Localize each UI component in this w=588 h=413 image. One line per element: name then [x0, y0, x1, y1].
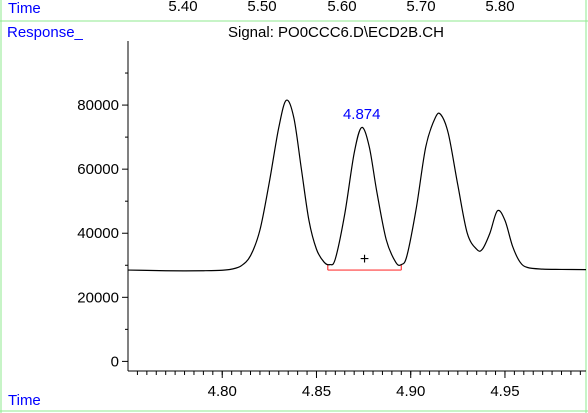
peak-annotation-label: 4.874	[343, 106, 381, 123]
top-tick-label: 5.70	[406, 0, 435, 15]
top-tick-labels: 5.40 5.50 5.60 5.70 5.80	[168, 0, 514, 15]
y-tick-label: 60000	[77, 161, 119, 178]
top-time-label: Time	[8, 0, 41, 17]
x-axis-minor-ticks	[136, 371, 581, 375]
y-tick-label: 20000	[77, 289, 119, 306]
integration-baseline-group: +	[327, 251, 402, 271]
y-tick-label: 40000	[77, 225, 119, 242]
x-axis-title: Time	[8, 392, 41, 409]
x-tick-label: 4.80	[208, 383, 237, 400]
peak-center-marker: +	[360, 251, 369, 268]
y-tick-label: 80000	[77, 97, 119, 114]
x-tick-label: 4.90	[396, 383, 425, 400]
top-tick-label: 5.60	[327, 0, 356, 15]
top-tick-label: 5.40	[168, 0, 197, 15]
x-tick-label: 4.95	[490, 383, 519, 400]
y-axis-ticks: 0 20000 40000 60000 80000	[77, 72, 128, 370]
top-tick-label: 5.50	[247, 0, 276, 15]
signal-title: Signal: PO0CCC6.D\ECD2B.CH	[228, 24, 444, 41]
chromatogram-trace	[127, 99, 587, 272]
x-axis-ticks: 4.80 4.85 4.90 4.95	[208, 371, 520, 400]
y-tick-label: 0	[111, 353, 119, 370]
x-tick-label: 4.85	[302, 383, 331, 400]
top-tick-label: 5.80	[485, 0, 514, 15]
response-axis-label: Response_	[7, 24, 84, 41]
